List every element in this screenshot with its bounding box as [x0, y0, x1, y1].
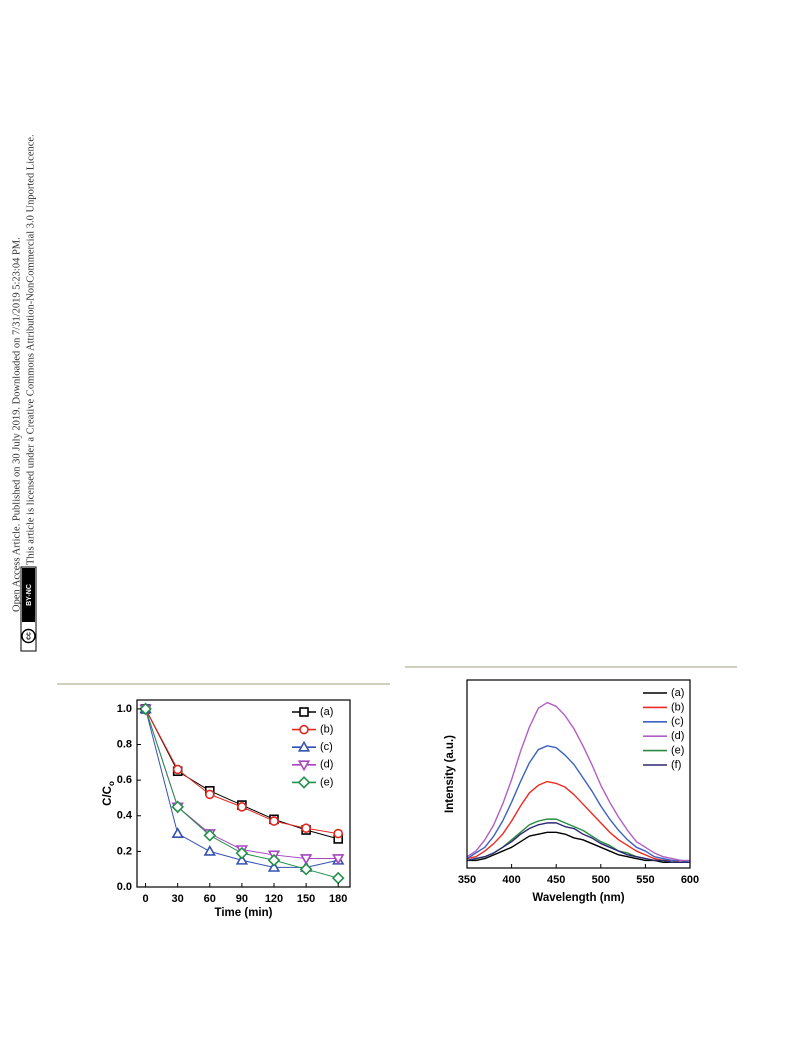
legend-marker [299, 707, 309, 717]
legend-label: (b) [320, 724, 333, 736]
marker [269, 816, 279, 826]
marker [235, 853, 249, 865]
y-tick-label: 0.8 [117, 738, 132, 750]
x-axis-label: Time (min) [215, 907, 273, 919]
legend-label: (c) [320, 741, 333, 753]
plot-frame [136, 699, 351, 888]
y-axis-label: C/Co [102, 781, 116, 806]
marker [267, 853, 281, 867]
y-axis-label: Intensity (a.u.) [444, 735, 456, 813]
legend-label: (f) [671, 759, 681, 771]
badge-band [22, 568, 35, 622]
marker [237, 802, 247, 812]
plot-frame [466, 679, 691, 869]
legend-label: (c) [671, 716, 684, 728]
marker [171, 800, 185, 814]
marker [235, 846, 249, 860]
x-tick-label: 120 [265, 893, 283, 905]
y-axis-label-text: Intensity (a.u.) [444, 735, 456, 813]
y-tick-label: 0.4 [117, 810, 133, 822]
x-tick-label: 400 [502, 874, 520, 886]
legend-marker [297, 776, 311, 789]
legend-label: (e) [320, 776, 333, 788]
marker [267, 860, 281, 872]
y-tick-label: 0.2 [117, 845, 132, 857]
marker [203, 829, 217, 842]
marker [301, 823, 311, 834]
series-line [145, 708, 339, 868]
x-axis-label: Wavelength (nm) [532, 892, 624, 904]
legend-marker [297, 740, 311, 752]
legend-label: (d) [320, 759, 333, 771]
marker [299, 854, 313, 865]
x-tick-label: 550 [636, 874, 654, 886]
marker [331, 871, 345, 885]
marker [172, 764, 183, 775]
license-badge: BY-NC cc [20, 566, 37, 652]
x-tick-label: 0 [143, 893, 149, 905]
marker [333, 828, 344, 839]
y-tick-label: 1.0 [117, 703, 132, 715]
y-axis-label-subscript: o [107, 781, 116, 786]
marker [299, 862, 313, 876]
x-tick-label: 350 [458, 874, 476, 886]
x-tick-label: 30 [172, 893, 184, 905]
legend-label: (a) [320, 706, 333, 718]
legend-marker [299, 724, 309, 735]
legend-label: (e) [671, 745, 684, 757]
x-tick-label: 600 [681, 874, 699, 886]
legend-label: (a) [671, 687, 684, 699]
marker [204, 789, 215, 800]
y-axis-label-text: C/C [102, 786, 114, 806]
marker [139, 702, 152, 716]
legend-label: (d) [671, 730, 684, 742]
y-tick-label: 0.0 [117, 881, 132, 893]
x-tick-label: 60 [204, 893, 216, 905]
sidebar-line: Open Access Article. Published on 30 Jul… [11, 237, 22, 612]
series-line [466, 822, 690, 864]
sidebar-line: This article is licensed under a Creativ… [25, 134, 36, 565]
x-tick-label: 500 [592, 874, 610, 886]
marker [203, 844, 216, 856]
x-tick-label: 150 [297, 893, 315, 905]
x-tick-label: 90 [236, 893, 248, 905]
y-tick-label: 0.6 [117, 774, 132, 786]
marker [332, 854, 345, 865]
marker [171, 827, 184, 838]
legend-marker [297, 760, 311, 772]
x-tick-label: 450 [547, 874, 565, 886]
series-line [466, 745, 691, 864]
badge-icon: cc [25, 632, 32, 640]
badge-text: BY-NC [26, 584, 33, 606]
series-line [466, 701, 690, 862]
legend-label: (b) [671, 701, 684, 713]
badge-circle [21, 628, 36, 644]
x-tick-label: 180 [329, 893, 347, 905]
series-line [466, 780, 690, 864]
